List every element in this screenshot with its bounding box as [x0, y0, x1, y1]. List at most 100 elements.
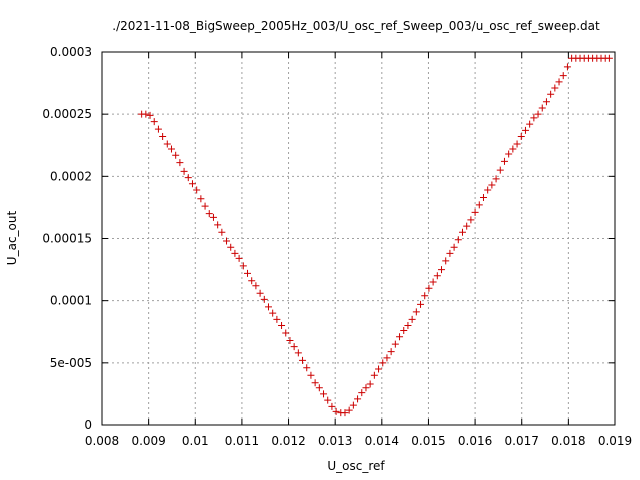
data-point — [467, 216, 475, 224]
data-point — [362, 384, 370, 392]
data-point — [450, 243, 458, 251]
data-point — [286, 336, 294, 344]
data-point — [332, 407, 340, 415]
data-point — [438, 266, 446, 274]
data-point — [260, 295, 268, 303]
data-point — [509, 145, 517, 153]
y-tick-label: 5e-005 — [50, 356, 92, 370]
data-point — [341, 409, 349, 417]
data-point — [605, 54, 613, 62]
x-tick-label: 0.014 — [365, 434, 399, 448]
x-tick-label: 0.017 — [505, 434, 539, 448]
y-tick-label: 0.0001 — [50, 294, 92, 308]
data-point — [421, 292, 429, 300]
data-point — [282, 329, 290, 337]
data-point — [484, 186, 492, 194]
data-point — [366, 380, 374, 388]
data-point — [223, 237, 231, 245]
data-point — [358, 389, 366, 397]
data-point — [425, 284, 433, 292]
data-point — [180, 167, 188, 175]
data-point — [488, 181, 496, 189]
data-point — [530, 114, 538, 122]
data-point — [252, 282, 260, 290]
data-point — [273, 315, 281, 323]
y-tick-label: 0.0003 — [50, 45, 92, 59]
x-tick-label: 0.018 — [551, 434, 585, 448]
x-tick-label: 0.008 — [85, 434, 119, 448]
data-point — [475, 201, 483, 209]
data-point — [159, 133, 167, 141]
data-point — [184, 174, 192, 182]
data-point — [320, 390, 328, 398]
data-point — [391, 340, 399, 348]
data-point — [400, 327, 408, 335]
data-point — [235, 254, 243, 262]
data-point — [526, 120, 534, 128]
data-point — [542, 98, 550, 106]
data-point — [150, 118, 158, 126]
data-point — [256, 289, 264, 297]
data-point — [446, 249, 454, 257]
x-axis-label: U_osc_ref — [327, 459, 385, 473]
data-point — [328, 402, 336, 410]
data-point — [303, 364, 311, 372]
y-tick-label: 0 — [84, 418, 92, 432]
data-point — [513, 140, 521, 148]
y-tick-label: 0.0002 — [50, 169, 92, 183]
data-point — [496, 166, 504, 174]
data-point — [154, 125, 162, 133]
data-point — [193, 186, 201, 194]
data-point — [299, 356, 307, 364]
x-tick-label: 0.016 — [458, 434, 492, 448]
x-tick-label: 0.019 — [598, 434, 632, 448]
data-point — [227, 243, 235, 251]
y-tick-label: 0.00025 — [42, 107, 92, 121]
data-point — [197, 195, 205, 203]
data-point — [458, 228, 466, 236]
data-point — [534, 110, 542, 118]
data-point — [209, 213, 217, 221]
data-point — [492, 175, 500, 183]
data-point — [383, 354, 391, 362]
data-point — [176, 159, 184, 167]
data-point — [248, 277, 256, 285]
data-point — [517, 133, 525, 141]
data-point — [433, 272, 441, 280]
data-point — [547, 90, 555, 98]
data-point — [408, 315, 416, 323]
data-point — [201, 202, 209, 210]
data-points — [138, 54, 613, 417]
data-point — [311, 379, 319, 387]
x-tick-label: 0.013 — [318, 434, 352, 448]
grid — [102, 52, 615, 425]
data-point — [269, 309, 277, 317]
data-point — [214, 221, 222, 229]
data-point — [387, 348, 395, 356]
data-point — [172, 151, 180, 159]
data-point — [538, 104, 546, 112]
data-point — [163, 140, 171, 148]
data-point — [463, 222, 471, 230]
data-point — [396, 333, 404, 341]
y-axis-label: U_ac_out — [5, 211, 19, 266]
data-point — [505, 150, 513, 158]
data-point — [244, 269, 252, 277]
data-point — [500, 157, 508, 165]
data-point — [521, 126, 529, 134]
data-point — [188, 180, 196, 188]
y-tick-label: 0.00015 — [42, 232, 92, 246]
x-tick-label: 0.009 — [131, 434, 165, 448]
data-point — [404, 322, 412, 330]
data-point — [290, 343, 298, 351]
data-point — [479, 193, 487, 201]
data-point — [429, 278, 437, 286]
data-point — [375, 365, 383, 373]
data-point — [239, 262, 247, 270]
data-point — [563, 63, 571, 71]
data-point — [294, 349, 302, 357]
data-point — [349, 401, 357, 409]
data-point — [551, 84, 559, 92]
